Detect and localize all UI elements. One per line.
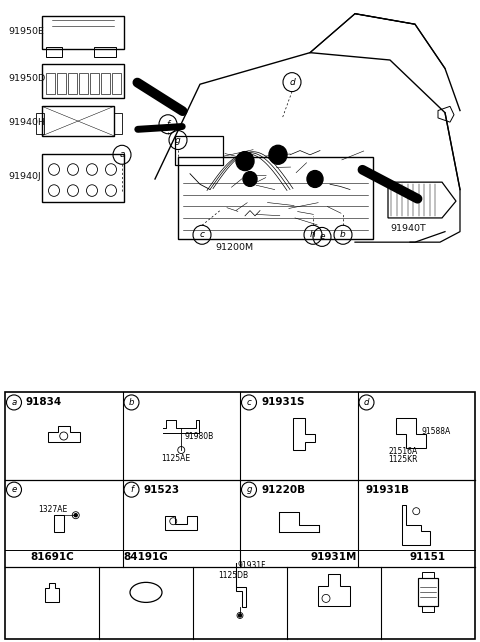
Circle shape <box>269 145 287 164</box>
Text: 91588A: 91588A <box>421 426 451 435</box>
Text: 91940T: 91940T <box>390 224 426 233</box>
Text: 91834: 91834 <box>26 397 62 408</box>
Text: 91980B: 91980B <box>184 431 214 440</box>
Bar <box>101 73 110 94</box>
Text: 84191G: 84191G <box>124 552 168 562</box>
Text: 91940H: 91940H <box>8 117 45 126</box>
Text: a: a <box>12 398 17 407</box>
Text: d: d <box>364 398 369 407</box>
Bar <box>114 112 122 134</box>
Text: 91523: 91523 <box>144 485 180 494</box>
Bar <box>418 578 438 607</box>
Text: b: b <box>129 398 134 407</box>
Text: e: e <box>12 485 17 494</box>
Bar <box>90 73 99 94</box>
Text: 91931B: 91931B <box>365 485 409 494</box>
Circle shape <box>74 514 77 517</box>
Circle shape <box>243 171 257 186</box>
Text: c: c <box>247 398 252 407</box>
Text: b: b <box>340 230 346 239</box>
Text: c: c <box>200 230 204 239</box>
Circle shape <box>236 152 254 171</box>
Text: 1125DB: 1125DB <box>218 571 248 580</box>
Bar <box>42 16 124 49</box>
Text: a: a <box>119 150 125 159</box>
Text: f: f <box>167 120 169 129</box>
Bar <box>46 48 62 57</box>
Circle shape <box>307 171 323 187</box>
Text: 91931M: 91931M <box>311 552 357 562</box>
Bar <box>57 73 66 94</box>
Text: 1125KR: 1125KR <box>388 455 418 464</box>
Text: g: g <box>175 135 181 144</box>
Bar <box>42 64 124 98</box>
Bar <box>42 107 114 136</box>
Bar <box>46 73 55 94</box>
Text: 91950E: 91950E <box>8 27 44 36</box>
Bar <box>422 607 434 612</box>
Bar <box>112 73 121 94</box>
Text: e: e <box>319 232 325 241</box>
Text: 1327AE: 1327AE <box>38 505 67 514</box>
Text: 21516A: 21516A <box>388 447 418 456</box>
Bar <box>36 112 44 134</box>
Text: 91220B: 91220B <box>261 485 305 494</box>
Text: 91151: 91151 <box>410 552 446 562</box>
Text: 81691C: 81691C <box>30 552 74 562</box>
Text: 91940J: 91940J <box>8 173 41 182</box>
Text: h: h <box>310 230 316 239</box>
Bar <box>42 153 124 202</box>
Bar <box>175 136 223 165</box>
Text: 1125AE: 1125AE <box>161 453 191 463</box>
Bar <box>422 572 434 578</box>
Text: 91931F: 91931F <box>238 561 266 570</box>
Text: f: f <box>130 485 133 494</box>
Bar <box>178 157 373 239</box>
Bar <box>68 73 77 94</box>
Text: 91931S: 91931S <box>261 397 304 408</box>
Text: 91950D: 91950D <box>8 74 45 83</box>
Text: 91200M: 91200M <box>215 243 253 252</box>
Circle shape <box>239 614 241 617</box>
Text: d: d <box>289 78 295 87</box>
Bar <box>94 48 116 57</box>
Text: g: g <box>246 485 252 494</box>
Bar <box>79 73 88 94</box>
